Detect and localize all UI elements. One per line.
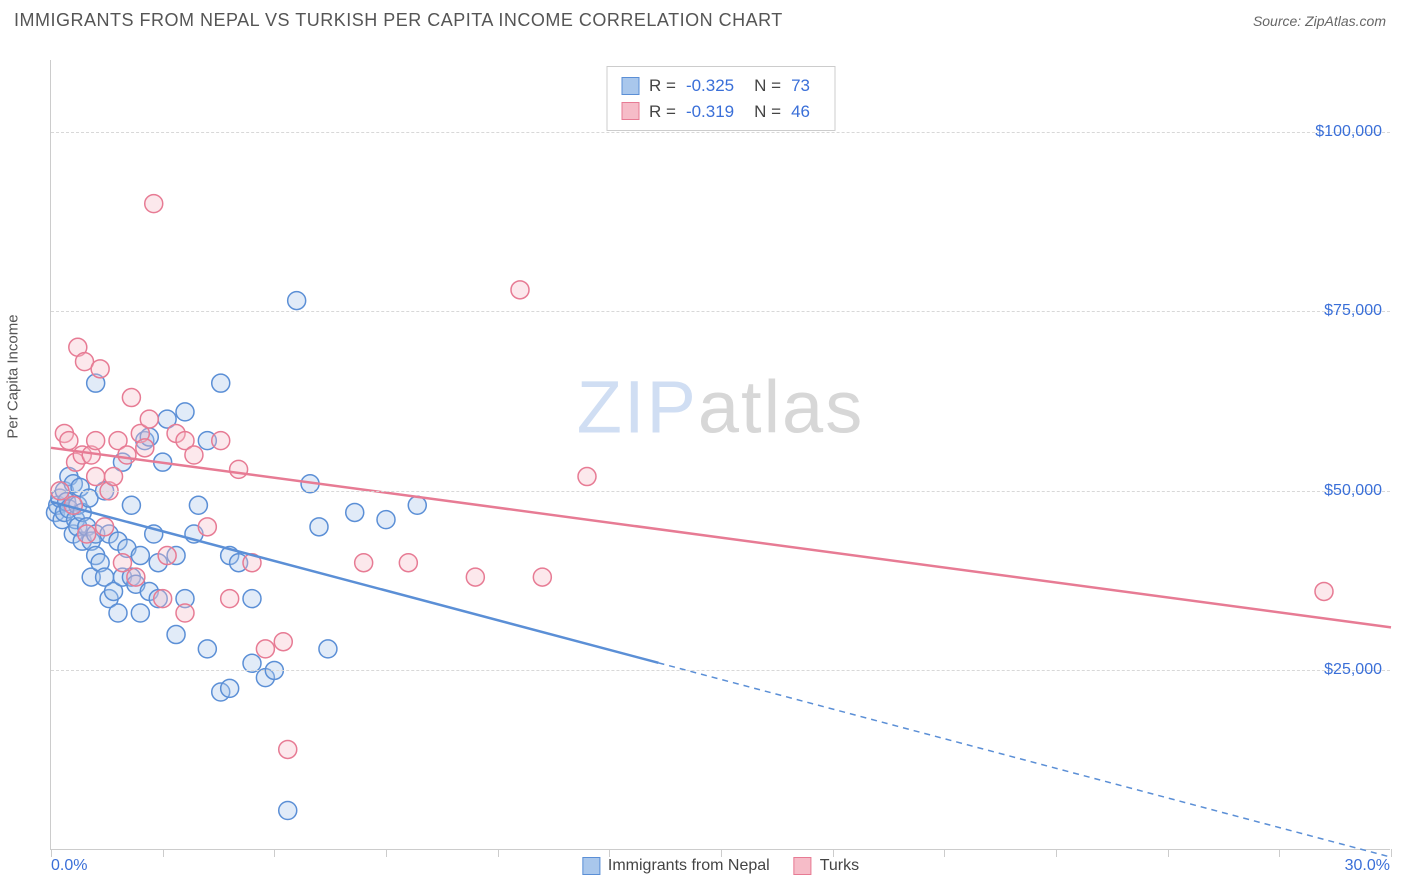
x-tick [386,849,387,857]
legend-swatch-series1 [582,857,600,875]
x-tick [833,849,834,857]
plot-area: Per Capita Income ZIPatlas R = -0.325 N … [50,60,1390,850]
x-tick [1391,849,1392,857]
scatter-plot-svg [51,60,1390,849]
x-axis-min-label: 0.0% [51,857,87,875]
x-tick [163,849,164,857]
y-tick-label: $75,000 [1324,302,1382,320]
legend-label-series1: Immigrants from Nepal [608,857,770,875]
x-axis-max-label: 30.0% [1345,857,1390,875]
correlation-stats-box: R = -0.325 N = 73 R = -0.319 N = 46 [606,66,835,131]
stat-r-series2: -0.319 [686,99,734,125]
y-axis-title: Per Capita Income [5,314,22,438]
x-tick [944,849,945,857]
chart-container: Per Capita Income ZIPatlas R = -0.325 N … [50,60,1390,850]
gridline-h [51,132,1390,133]
gridline-h [51,311,1390,312]
x-tick [609,849,610,857]
stat-label-n: N = [754,99,781,125]
swatch-series1 [621,77,639,95]
source-attribution: Source: ZipAtlas.com [1253,13,1386,29]
chart-title: IMMIGRANTS FROM NEPAL VS TURKISH PER CAP… [14,10,783,31]
y-tick-label: $100,000 [1315,123,1382,141]
stat-label-r: R = [649,73,676,99]
stat-label-n: N = [754,73,781,99]
legend: Immigrants from Nepal Turks [582,857,859,875]
legend-label-series2: Turks [820,857,859,875]
x-tick [51,849,52,857]
legend-item-series1: Immigrants from Nepal [582,857,770,875]
x-tick [1168,849,1169,857]
stat-n-series1: 73 [791,73,810,99]
stats-row-series2: R = -0.319 N = 46 [621,99,820,125]
gridline-h [51,491,1390,492]
swatch-series2 [621,102,639,120]
stat-n-series2: 46 [791,99,810,125]
stat-label-r: R = [649,99,676,125]
x-tick [721,849,722,857]
x-tick [1056,849,1057,857]
x-tick [1279,849,1280,857]
gridline-h [51,670,1390,671]
legend-item-series2: Turks [794,857,859,875]
stats-row-series1: R = -0.325 N = 73 [621,73,820,99]
x-tick [274,849,275,857]
y-tick-label: $50,000 [1324,482,1382,500]
stat-r-series1: -0.325 [686,73,734,99]
y-tick-label: $25,000 [1324,661,1382,679]
legend-swatch-series2 [794,857,812,875]
x-tick [498,849,499,857]
